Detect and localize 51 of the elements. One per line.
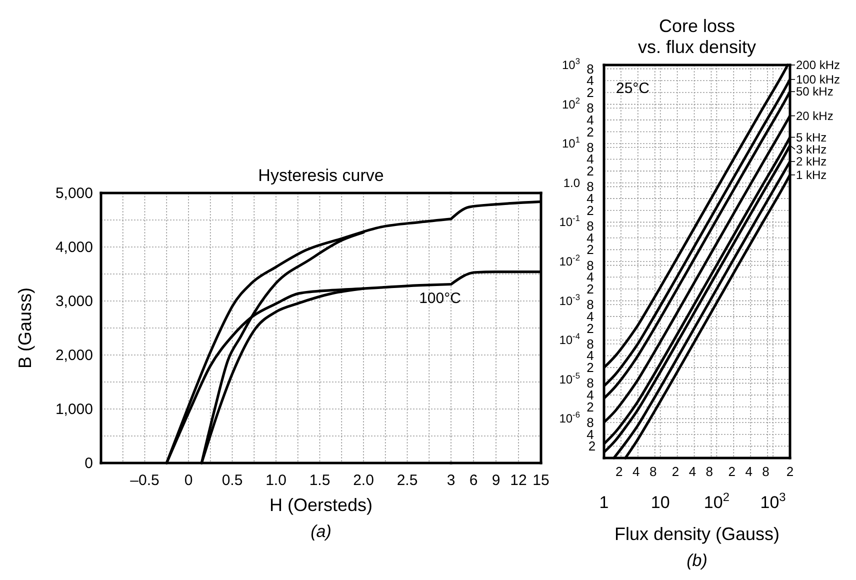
legend-label: 50 kHz xyxy=(796,84,834,99)
y-tick-label: 1.0 xyxy=(563,176,580,190)
legend-label: 20 kHz xyxy=(796,108,834,123)
legend-label: 1 kHz xyxy=(796,168,827,182)
text: 2 4 8 2 4 8 2 4 8 2 xyxy=(616,464,794,479)
legend-label: 2 kHz xyxy=(796,154,827,169)
x-axis-title: Flux density (Gauss) xyxy=(614,524,780,544)
y-tick-label: 5,000 xyxy=(55,185,93,202)
y-tick-label: 10$^{2}$ xyxy=(562,95,580,112)
x-tick-label: 1.5 xyxy=(309,472,330,489)
x-tick-label: 10$^{2}$ xyxy=(704,490,730,512)
x-tick-label: 2.5 xyxy=(396,472,418,489)
text: (a) xyxy=(310,522,332,541)
y-tick-label: 10$^{3}$ xyxy=(562,56,580,72)
x-tick-label: 1.0 xyxy=(266,472,286,489)
x-tick-label: 3 xyxy=(446,472,456,489)
x-tick-label: 15 xyxy=(532,472,550,489)
x-tick-label: –0.5 xyxy=(130,472,160,489)
text: (b) xyxy=(686,551,708,570)
y-tick-label: 10$^{-6}$ xyxy=(559,410,580,426)
x-tick-label: 10$^{3}$ xyxy=(760,490,786,512)
x-tick-label: 6 xyxy=(469,472,478,489)
legend-label: 5 kHz xyxy=(796,130,827,144)
chart-title: Hysteresis curve xyxy=(258,166,384,185)
y-tick-label: 10$^{-5}$ xyxy=(559,370,580,386)
x-tick-label: 2.0 xyxy=(353,472,374,489)
y-tick-label: 10$^{-2}$ xyxy=(559,252,580,268)
chart-title: Core loss vs. flux density xyxy=(638,16,756,57)
x-tick-label: 1 xyxy=(599,493,609,512)
x-tick-label: 12 xyxy=(510,472,527,489)
y-axis-title: B (Gauss) xyxy=(15,287,35,369)
y-tick-label: 10$^{-4}$ xyxy=(559,331,580,348)
annotation: 25°C xyxy=(616,80,650,97)
y-tick-label: 10$^{1}$ xyxy=(562,134,580,151)
legend-label: 100 kHz xyxy=(796,72,840,86)
x-axis-title: H (Oersteds) xyxy=(269,495,373,515)
y-tick-label: 3,000 xyxy=(55,293,93,310)
y-tick-label: 4,000 xyxy=(55,239,93,256)
y-tick-label: 10$^{-1}$ xyxy=(559,213,580,230)
legend-label: 200 kHz xyxy=(796,58,840,72)
y-tick-label: 10$^{-3}$ xyxy=(559,292,580,308)
x-tick-label: 0 xyxy=(184,472,193,489)
x-tick-label: 9 xyxy=(492,472,500,489)
text: 8 4 2 8 4 2 8 4 2 8 4 2 8 4 2 8 4 2 8 4 2 8 4 2 8 4 2 8 4 2 xyxy=(586,61,596,454)
y-tick-label: 1,000 xyxy=(55,401,93,418)
y-tick-label: 2,000 xyxy=(55,347,93,364)
legend-label: 3 kHz xyxy=(796,142,827,156)
x-tick-label: 0.5 xyxy=(222,472,243,489)
y-tick-label: 0 xyxy=(84,455,93,472)
x-tick-label: 10 xyxy=(650,493,670,512)
annotation: 100°C xyxy=(419,290,462,307)
